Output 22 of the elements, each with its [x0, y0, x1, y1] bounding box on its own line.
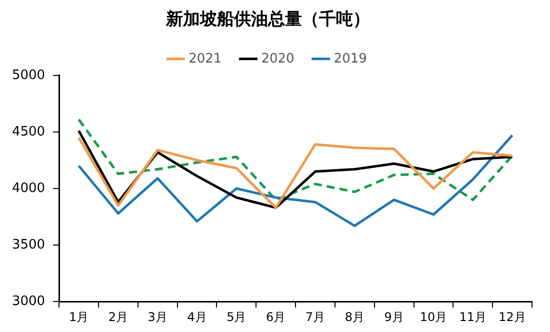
x-tick-label: 7月	[305, 310, 326, 324]
y-tick-label: 3000	[12, 294, 46, 309]
legend-label: 2020	[261, 51, 294, 66]
legend-label: 2021	[188, 51, 222, 66]
chart-title: 新加坡船供油总量（千吨）	[165, 10, 370, 30]
y-tick-label: 3500	[12, 237, 46, 252]
legend-label: 2019	[334, 51, 367, 66]
y-tick-label: 5000	[12, 68, 46, 83]
x-tick-label: 8月	[344, 310, 364, 324]
y-tick-label: 4500	[12, 124, 46, 140]
x-tick-label: 11月	[459, 310, 487, 324]
x-tick-label: 10月	[420, 310, 448, 324]
x-tick-label: 2月	[108, 310, 128, 324]
line-series	[78, 118, 514, 202]
x-tick-label: 3月	[148, 310, 168, 324]
x-tick-label: 12月	[498, 310, 526, 324]
x-tick-label: 6月	[266, 310, 286, 324]
y-tick-label: 4000	[12, 180, 46, 196]
x-tick-label: 1月	[68, 310, 89, 324]
x-tick-label: 9月	[384, 310, 404, 324]
x-tick-label: 4月	[187, 310, 207, 324]
x-tick-label: 5月	[226, 310, 246, 324]
